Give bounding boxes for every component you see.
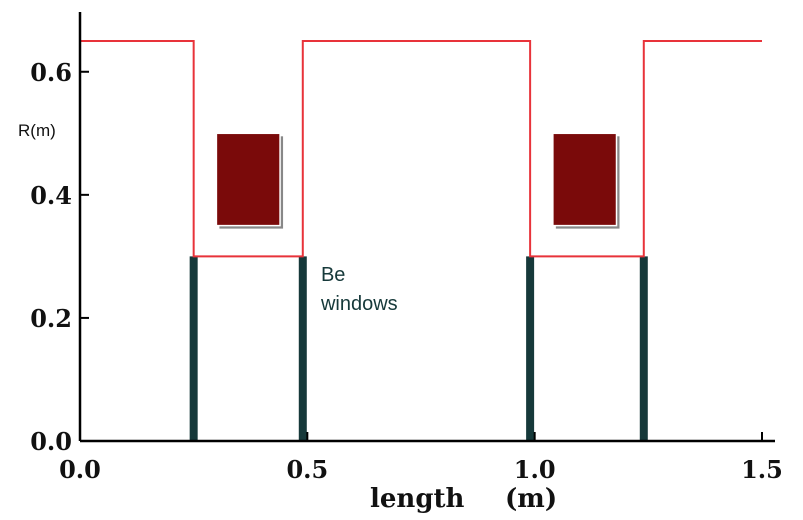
x-axis-unit: (m) <box>505 484 557 514</box>
window-bar-3 <box>526 256 535 441</box>
y-tick-label-4: 0.6 <box>30 58 72 87</box>
radius-profile-line <box>80 40 762 258</box>
annotation-line-2: windows <box>320 293 398 315</box>
y-ticks: 0.0 0.2 0.4 0.6 <box>30 58 89 456</box>
window-bar-2 <box>298 256 307 441</box>
y-axis-title: R(m) <box>18 121 56 140</box>
y-tick-label-2: 0.2 <box>30 304 72 333</box>
annotation-be-windows: Be windows <box>320 264 398 315</box>
x-tick-label-4: 1.5 <box>741 455 783 484</box>
block-2 <box>552 132 618 227</box>
x-tick-label-3: 1.0 <box>514 455 556 484</box>
block-1 <box>215 132 281 227</box>
window-bar-4 <box>639 256 648 441</box>
x-tick-label-2: 0.5 <box>286 455 328 484</box>
y-tick-label-3: 0.4 <box>30 181 72 210</box>
x-axis-title: length <box>370 484 465 514</box>
window-bar-1 <box>189 256 198 441</box>
y-tick-label-1: 0.0 <box>30 427 72 456</box>
x-ticks: 0.0 0.5 1.0 1.5 <box>59 432 783 484</box>
x-tick-label-1: 0.0 <box>59 455 101 484</box>
annotation-line-1: Be <box>321 264 345 286</box>
plot-marks: Be windows <box>80 40 762 441</box>
